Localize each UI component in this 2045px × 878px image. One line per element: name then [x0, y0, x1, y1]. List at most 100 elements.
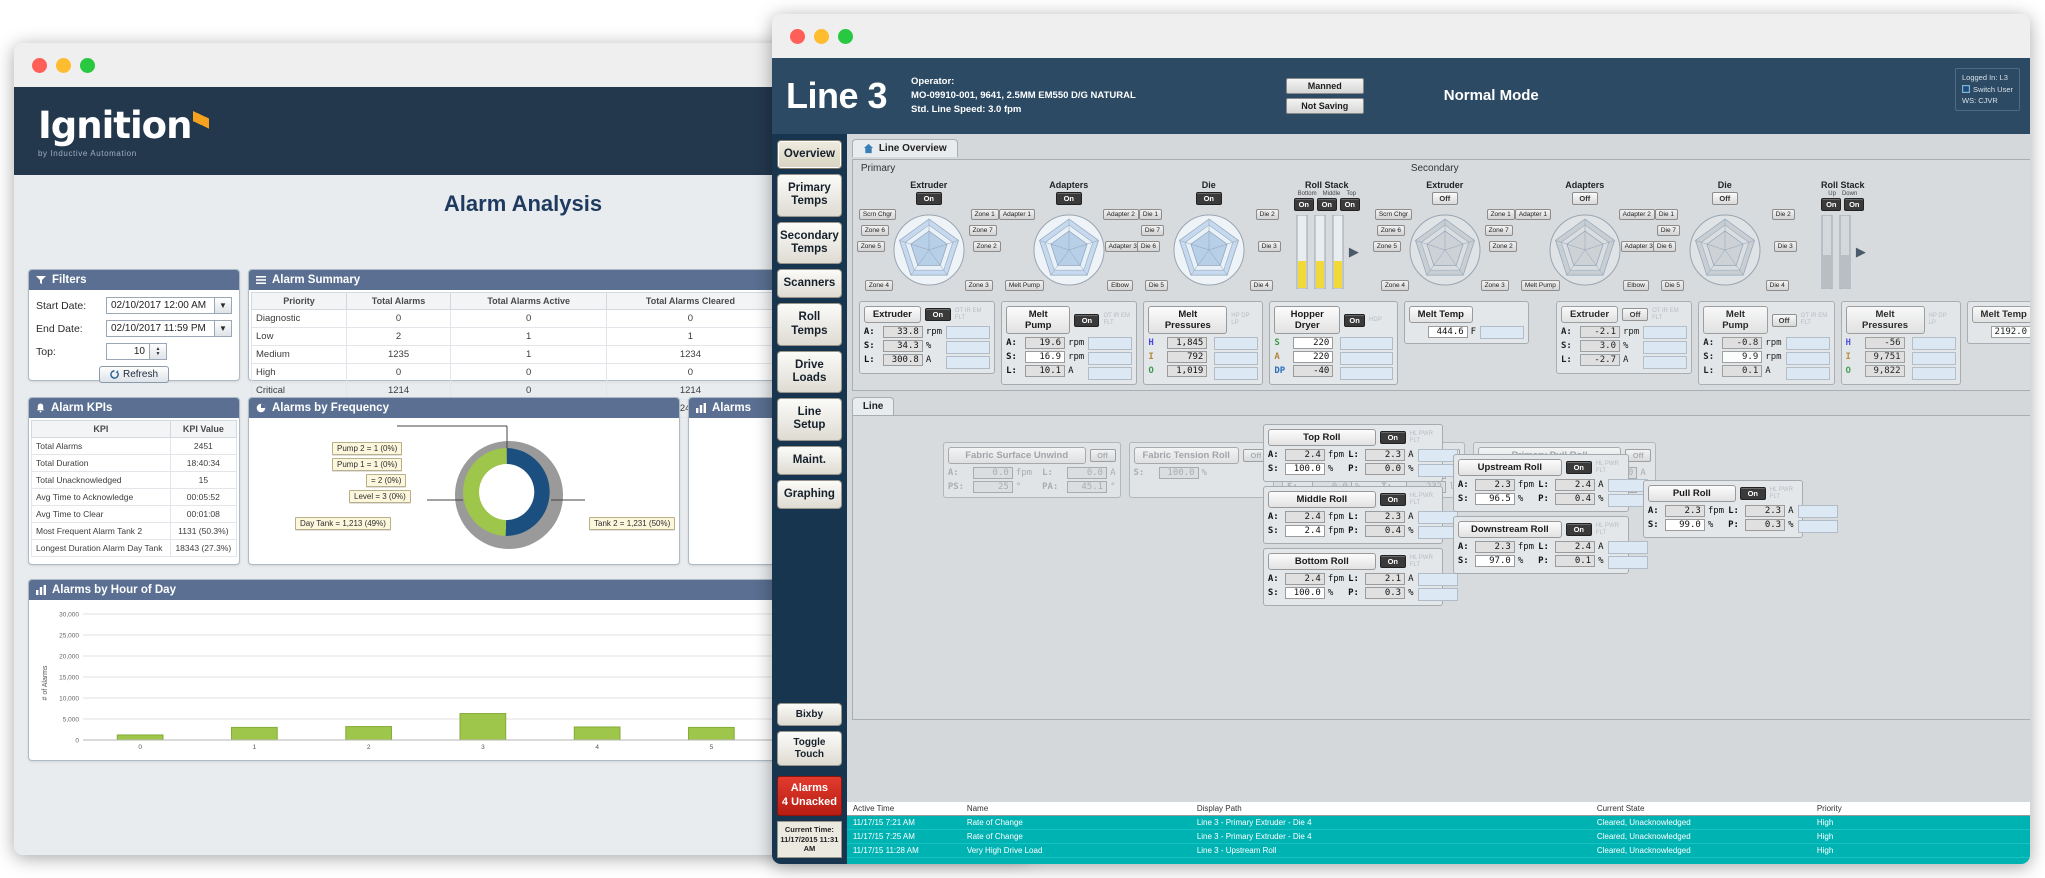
device-state-button[interactable]: On — [1195, 192, 1222, 205]
card-state-button[interactable]: Off — [1242, 449, 1269, 462]
end-date-dropdown-icon[interactable]: ▼ — [215, 320, 232, 337]
zone-chip[interactable]: Zone 7 — [968, 225, 997, 236]
field-value[interactable]: 2.3 — [1664, 505, 1705, 517]
table-row[interactable]: Avg Time to Acknowledge 00:05:52 — [31, 488, 238, 507]
card-title[interactable]: Hopper Dryer — [1274, 306, 1341, 334]
card-title[interactable]: Melt Temp — [1408, 306, 1473, 323]
zone-chip[interactable]: Melt Pump — [1520, 280, 1560, 291]
field-value[interactable]: 9,822 — [1864, 365, 1905, 377]
device-state-button[interactable]: On — [915, 192, 942, 205]
zone-chip[interactable]: Die 1 — [1138, 209, 1162, 220]
card-title[interactable]: Extruder — [1561, 306, 1619, 323]
card-title[interactable]: Middle Roll — [1267, 491, 1376, 508]
zone-chip[interactable]: Die 4 — [1765, 280, 1789, 291]
card-state-button[interactable]: Off — [1089, 449, 1116, 462]
field-value[interactable]: 97.0 — [1474, 555, 1515, 567]
table-row[interactable]: Total Unacknowledged 15 — [31, 471, 238, 490]
roll-state-button[interactable]: On — [1293, 198, 1314, 211]
zone-chip[interactable]: Zone 6 — [1376, 225, 1406, 236]
field-value[interactable]: 2.4 — [1284, 573, 1325, 585]
field-value[interactable]: -0.8 — [1722, 337, 1763, 349]
table-row[interactable]: 11/17/15 11:28 AM Very High Drive Load Lin… — [846, 844, 2030, 858]
zone-chip[interactable]: Melt Pump — [1004, 280, 1044, 291]
bar[interactable] — [459, 713, 507, 741]
zone-chip[interactable]: Die 2 — [1771, 209, 1795, 220]
hmi-maximize-button[interactable] — [838, 28, 853, 44]
field-value[interactable]: -2.1 — [1580, 326, 1621, 338]
table-row[interactable]: Total Duration 18:40:34 — [31, 454, 238, 473]
sidebar-item-maint[interactable]: Maint. — [777, 445, 842, 475]
card-title[interactable]: Melt Pump — [1703, 306, 1768, 334]
alarm-table[interactable]: Active Time Name Display Path Current State… — [846, 802, 2030, 864]
refresh-button[interactable]: Refresh — [98, 366, 169, 383]
field-value[interactable]: 2.3 — [1365, 511, 1406, 523]
field-value[interactable]: 2192.0 — [1990, 326, 2030, 338]
field-value[interactable]: 2.4 — [1555, 479, 1596, 491]
card-state-button[interactable]: On — [1074, 313, 1100, 327]
roll-state-button[interactable]: On — [1339, 198, 1360, 211]
start-date-dropdown-icon[interactable]: ▼ — [215, 297, 232, 314]
field-value[interactable]: 100.0 — [1284, 587, 1325, 599]
line-overview-tab[interactable]: Line Overview — [851, 139, 958, 157]
close-button[interactable] — [32, 57, 47, 73]
field-value[interactable]: 34.3 — [882, 340, 923, 352]
card-title[interactable]: Bottom Roll — [1267, 553, 1376, 570]
zone-chip[interactable]: Adapter 3 — [1104, 241, 1141, 252]
field-value[interactable]: 1,845 — [1167, 337, 1208, 349]
sidebar-item-overview[interactable]: Overview — [777, 140, 842, 170]
card-state-button[interactable]: Off — [1625, 449, 1652, 462]
field-value[interactable]: -56 — [1864, 337, 1905, 349]
field-value[interactable]: 0.1 — [1722, 365, 1763, 377]
zone-chip[interactable]: Zone 2 — [972, 241, 1001, 252]
field-value[interactable]: 33.8 — [882, 326, 923, 338]
zone-chip[interactable]: Zone 2 — [1488, 241, 1517, 252]
field-value[interactable]: 0.4 — [1555, 493, 1596, 505]
zone-chip[interactable]: Die 4 — [1249, 280, 1273, 291]
card-title[interactable]: Melt Pressures — [1148, 306, 1228, 334]
card-title[interactable]: Extruder — [863, 306, 921, 323]
field-value[interactable]: 3.0 — [1580, 340, 1621, 352]
table-row[interactable]: Avg Time to Clear 00:01:08 — [31, 505, 238, 524]
card-state-button[interactable]: On — [1739, 487, 1766, 500]
bar[interactable] — [688, 726, 735, 741]
field-value[interactable]: 96.5 — [1474, 493, 1515, 505]
card-title[interactable]: Upstream Roll — [1457, 459, 1562, 476]
card-title[interactable]: Melt Temp — [1971, 306, 2030, 323]
field-value[interactable]: -2.7 — [1580, 354, 1621, 366]
zone-chip[interactable]: Zone 7 — [1484, 225, 1513, 236]
zone-chip[interactable]: Zone 1 — [970, 209, 999, 220]
zone-chip[interactable]: Elbow — [1107, 280, 1133, 291]
maximize-button[interactable] — [80, 57, 95, 73]
zone-chip[interactable]: Zone 4 — [1380, 280, 1410, 291]
field-value[interactable]: 220 — [1293, 351, 1334, 363]
field-value[interactable]: 0.3 — [1745, 519, 1786, 531]
zone-chip[interactable]: Adapter 1 — [1514, 209, 1551, 220]
card-title[interactable]: Fabric Surface Unwind — [947, 447, 1086, 464]
field-value[interactable]: 99.0 — [1664, 519, 1705, 531]
manned-button[interactable]: Manned — [1285, 78, 1364, 94]
bar[interactable] — [231, 726, 278, 741]
zone-chip[interactable]: Zone 3 — [1480, 280, 1509, 291]
zone-chip[interactable]: Die 7 — [1656, 225, 1680, 236]
field-value[interactable]: 0.3 — [1365, 587, 1406, 599]
saving-button[interactable]: Not Saving — [1285, 98, 1364, 114]
zone-chip[interactable]: Scrn Chgr — [1374, 209, 1413, 220]
card-state-button[interactable]: On — [1565, 523, 1592, 536]
card-title[interactable]: Melt Pump — [1006, 306, 1071, 334]
zone-chip[interactable]: Die 6 — [1652, 241, 1676, 252]
zone-chip[interactable]: Adapter 3 — [1620, 241, 1657, 252]
field-value[interactable]: 1,019 — [1167, 365, 1208, 377]
card-title[interactable]: Downstream Roll — [1457, 521, 1562, 538]
sidebar-item-bixby[interactable]: Bixby — [777, 702, 842, 727]
field-value[interactable]: 2.3 — [1745, 505, 1786, 517]
roll-state-button[interactable]: On — [1844, 198, 1865, 211]
card-state-button[interactable]: On — [1379, 493, 1406, 506]
table-row[interactable]: Total Alarms 2451 — [31, 437, 238, 456]
field-value[interactable]: 9.9 — [1722, 351, 1763, 363]
minimize-button[interactable] — [56, 57, 71, 73]
field-value[interactable]: 2.3 — [1474, 541, 1515, 553]
field-value[interactable]: 2.4 — [1284, 511, 1325, 523]
card-title[interactable]: Fabric Tension Roll — [1133, 447, 1239, 464]
zone-chip[interactable]: Zone 1 — [1486, 209, 1515, 220]
card-title[interactable]: Pull Roll — [1647, 485, 1736, 502]
